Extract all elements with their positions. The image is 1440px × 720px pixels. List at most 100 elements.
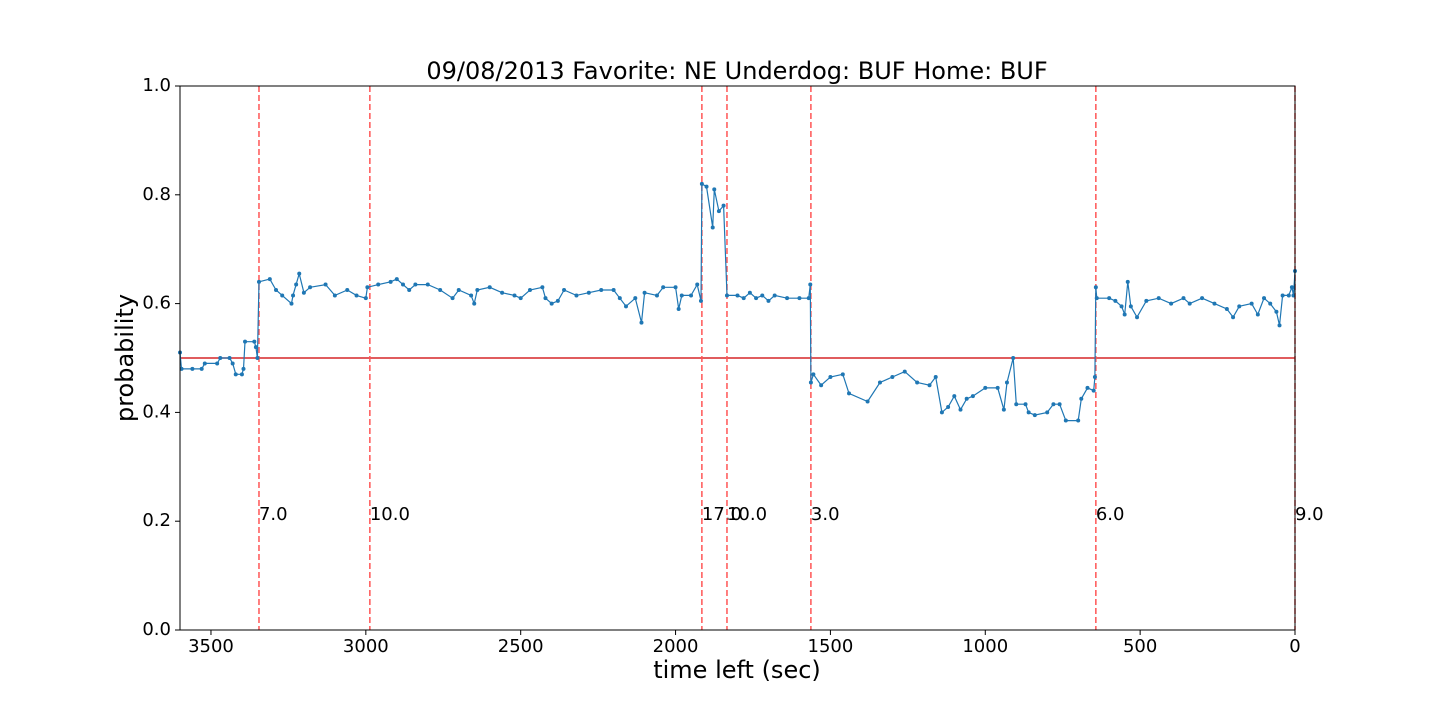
event-label: 17.0 (702, 504, 742, 525)
data-point (599, 288, 604, 292)
data-point (946, 404, 951, 409)
data-point (1051, 402, 1056, 407)
data-point (724, 293, 729, 298)
data-point (562, 288, 567, 292)
data-point (1169, 301, 1174, 306)
x-tick-label: 1500 (808, 636, 854, 657)
data-point (639, 320, 644, 325)
data-point (294, 282, 299, 287)
data-point (808, 380, 813, 385)
x-axis-label: time left (sec) (653, 656, 821, 684)
data-point (345, 288, 350, 292)
data-point (1268, 301, 1273, 306)
data-point (487, 285, 492, 290)
data-point (413, 282, 418, 287)
data-point (253, 345, 258, 350)
data-point (721, 203, 726, 208)
data-point (808, 282, 813, 287)
data-point (252, 339, 257, 344)
data-point (747, 290, 752, 295)
data-point (785, 296, 790, 301)
data-point (241, 366, 246, 371)
x-tick-label: 2000 (653, 636, 699, 657)
data-point (1076, 418, 1081, 423)
data-point (1291, 293, 1296, 298)
data-point (586, 290, 591, 295)
data-point (964, 396, 969, 401)
data-point (1212, 301, 1217, 306)
y-tick-label: 0.8 (142, 184, 171, 205)
data-point (939, 410, 944, 415)
data-point (512, 293, 517, 298)
data-point (673, 285, 678, 290)
data-point (199, 366, 204, 371)
data-point (215, 361, 220, 366)
data-point (797, 296, 802, 301)
data-point (642, 290, 647, 295)
data-point (952, 394, 957, 399)
data-point (308, 285, 313, 290)
data-point (890, 375, 895, 380)
data-point (1091, 388, 1096, 393)
data-point (289, 301, 294, 306)
data-point (1280, 293, 1285, 298)
x-tick-label: 1000 (962, 636, 1008, 657)
data-point (543, 296, 548, 301)
x-tick-label: 2500 (498, 636, 544, 657)
y-tick-label: 0.0 (142, 619, 171, 640)
data-point (527, 288, 532, 292)
axes-frame (179, 85, 1296, 631)
data-point (902, 369, 907, 374)
data-point (970, 394, 975, 399)
data-point (354, 293, 359, 298)
data-point (1085, 385, 1090, 390)
data-point (754, 296, 759, 301)
data-point (518, 296, 523, 301)
data-point (388, 279, 393, 284)
data-point (1092, 375, 1097, 380)
data-point (179, 366, 184, 371)
data-point (1014, 402, 1019, 407)
data-point (1224, 307, 1229, 312)
data-point (915, 380, 920, 385)
data-point (450, 296, 455, 301)
data-point (280, 293, 285, 298)
data-point (1125, 279, 1130, 284)
data-point (365, 285, 370, 290)
x-tick-label: 3000 (343, 636, 389, 657)
data-point (865, 399, 870, 404)
data-point (633, 296, 638, 301)
data-point (927, 383, 932, 388)
data-point (1200, 296, 1205, 301)
data-point (995, 385, 1000, 390)
data-point (1249, 301, 1254, 306)
data-point (806, 296, 811, 301)
data-point (1057, 402, 1062, 407)
data-point (239, 372, 244, 377)
data-point (475, 288, 480, 292)
event-label: 3.0 (811, 504, 840, 525)
data-point (456, 288, 461, 292)
event-label: 9.0 (1295, 504, 1324, 525)
data-point (699, 181, 704, 186)
data-point (1023, 402, 1028, 407)
data-point (540, 285, 545, 290)
data-point (469, 293, 474, 298)
data-point (1079, 396, 1084, 401)
data-point (407, 288, 412, 292)
data-point (679, 293, 684, 298)
data-point (1262, 296, 1267, 301)
event-label: 10.0 (727, 504, 767, 525)
data-point (1156, 296, 1161, 301)
y-tick-label: 0.6 (142, 293, 171, 314)
data-point (332, 293, 337, 298)
data-point (1231, 315, 1236, 320)
data-point (1144, 298, 1149, 303)
data-point (1255, 312, 1260, 317)
data-point (811, 372, 816, 377)
data-point (425, 282, 430, 287)
data-point (1187, 301, 1192, 306)
data-point (766, 298, 771, 303)
